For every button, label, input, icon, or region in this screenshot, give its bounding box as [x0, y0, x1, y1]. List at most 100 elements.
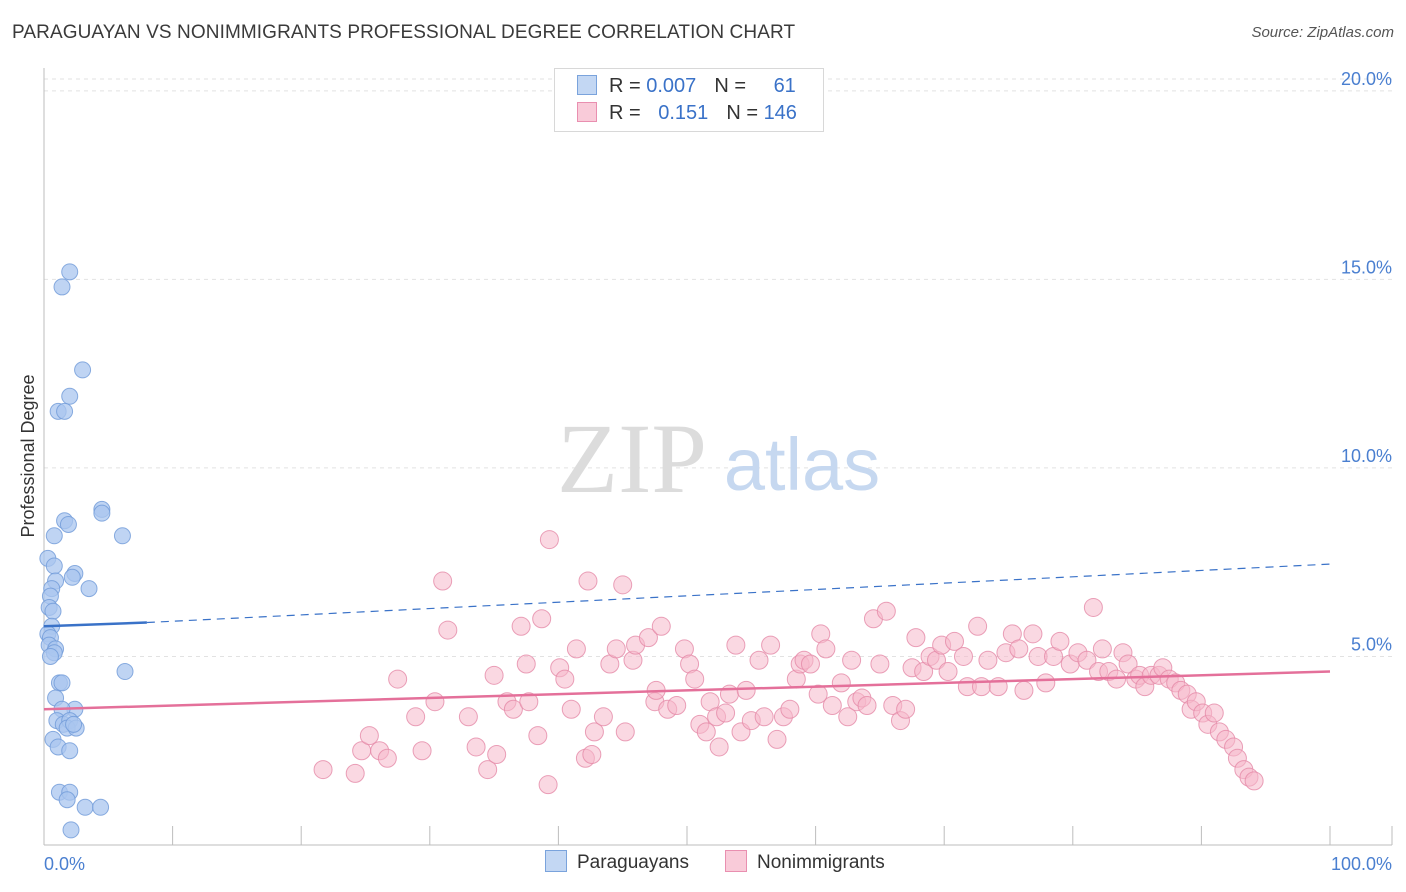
nonimmigrant-point [823, 696, 841, 714]
nonimmigrant-point [1093, 640, 1111, 658]
nonimmigrant-point [668, 696, 686, 714]
paraguayan-point [60, 516, 76, 532]
paraguayan-point [46, 558, 62, 574]
nonimmigrant-point [954, 647, 972, 665]
paraguayan-point [114, 528, 130, 544]
paraguayan-point [93, 799, 109, 815]
nonimmigrant-point [459, 708, 477, 726]
correlation-legend: R = 0.007 N = 61 R = 0.151 N = 146 [554, 68, 824, 132]
nonimmigrant-point [488, 746, 506, 764]
nonimmigrant-point [434, 572, 452, 590]
nonimmigrant-point [843, 651, 861, 669]
nonimmigrant-point [969, 617, 987, 635]
legend-r-value: 0.007 [646, 75, 696, 97]
nonimmigrant-point [539, 776, 557, 794]
nonimmigrant-point [583, 746, 601, 764]
nonimmigrant-point [439, 621, 457, 639]
paraguayan-point [77, 799, 93, 815]
paraguayan-point [62, 743, 78, 759]
nonimmigrant-point [832, 674, 850, 692]
legend-n-value: 61 [774, 75, 796, 97]
nonimmigrant-point [686, 670, 704, 688]
nonimmigrant-point [517, 655, 535, 673]
bottom-legend-label: Paraguayans [577, 852, 689, 873]
paraguayan-point [54, 279, 70, 295]
nonimmigrant-point [1024, 625, 1042, 643]
nonimmigrant-point [540, 531, 558, 549]
nonimmigrant-point [594, 708, 612, 726]
nonimmigrant-point [413, 742, 431, 760]
paraguayan-point [117, 664, 133, 680]
legend-row-paraguayans: R = 0.007 N = 61 [577, 75, 796, 99]
paraguayan-point [59, 792, 75, 808]
watermark-zip: ZIP [557, 403, 707, 514]
paraguayan-point [63, 822, 79, 838]
nonimmigrant-point [1084, 598, 1102, 616]
nonimmigrant-point [467, 738, 485, 756]
legend-swatch-nonimmigrants [577, 102, 597, 122]
paraguayan-point [62, 388, 78, 404]
paraguayan-point [66, 716, 82, 732]
nonimmigrant-point [750, 651, 768, 669]
nonimmigrant-point [614, 576, 632, 594]
nonimmigrant-point [407, 708, 425, 726]
paraguayan-trend-dashed [147, 564, 1330, 622]
nonimmigrant-point [939, 663, 957, 681]
legend-r-value: 0.151 [658, 102, 708, 124]
paraguayan-point [81, 581, 97, 597]
scatter-chart: ZIP atlas 5.0%10.0%15.0%20.0%0.0% 100.0% … [0, 0, 1406, 892]
nonimmigrant-point [652, 617, 670, 635]
nonimmigrant-point [579, 572, 597, 590]
legend-n-value: 146 [764, 102, 797, 124]
paraguayan-point [42, 648, 58, 664]
legend-n-label: N = [726, 102, 763, 124]
legend-r-label: R = [609, 102, 646, 124]
bottom-legend-paraguayans: Paraguayans [545, 850, 689, 874]
nonimmigrant-point [1245, 772, 1263, 790]
nonimmigrant-point [801, 655, 819, 673]
nonimmigrant-point [1015, 681, 1033, 699]
bottom-swatch-paraguayans [545, 850, 567, 872]
nonimmigrant-point [781, 700, 799, 718]
nonimmigrant-point [877, 602, 895, 620]
nonimmigrant-point [533, 610, 551, 628]
nonimmigrant-point [426, 693, 444, 711]
nonimmigrant-point [1037, 674, 1055, 692]
y-tick-label: 20.0% [1341, 69, 1392, 89]
nonimmigrant-point [858, 696, 876, 714]
axes [44, 68, 1392, 845]
nonimmigrant-point [607, 640, 625, 658]
watermark-atlas: atlas [724, 423, 880, 506]
nonimmigrant-point [979, 651, 997, 669]
nonimmigrant-point [512, 617, 530, 635]
nonimmigrant-point [717, 704, 735, 722]
grid-lines [44, 79, 1392, 656]
y-tick-label: 10.0% [1341, 446, 1392, 466]
nonimmigrant-point [562, 700, 580, 718]
nonimmigrant-point [972, 678, 990, 696]
paraguayan-point [54, 675, 70, 691]
nonimmigrant-point [556, 670, 574, 688]
nonimmigrant-point [485, 666, 503, 684]
nonimmigrant-point [755, 708, 773, 726]
paraguayan-point [75, 362, 91, 378]
nonimmigrant-point [762, 636, 780, 654]
nonimmigrant-point [389, 670, 407, 688]
bottom-legend-label: Nonimmigrants [757, 852, 885, 873]
bottom-legend-nonimmigrants: Nonimmigrants [725, 850, 885, 874]
nonimmigrant-point [1051, 632, 1069, 650]
paraguayan-point [46, 528, 62, 544]
data-points [40, 264, 1263, 838]
paraguayan-point [64, 569, 80, 585]
legend-row-nonimmigrants: R = 0.151 N = 146 [577, 102, 797, 126]
nonimmigrant-point [1205, 704, 1223, 722]
nonimmigrant-point [378, 749, 396, 767]
y-tick-label: 5.0% [1351, 634, 1392, 654]
nonimmigrant-point [314, 761, 332, 779]
paraguayan-point [57, 403, 73, 419]
nonimmigrant-point [871, 655, 889, 673]
paraguayan-point [45, 603, 61, 619]
nonimmigrant-point [768, 730, 786, 748]
y-axis-label: Professional Degree [18, 374, 38, 537]
paraguayan-point [94, 505, 110, 521]
